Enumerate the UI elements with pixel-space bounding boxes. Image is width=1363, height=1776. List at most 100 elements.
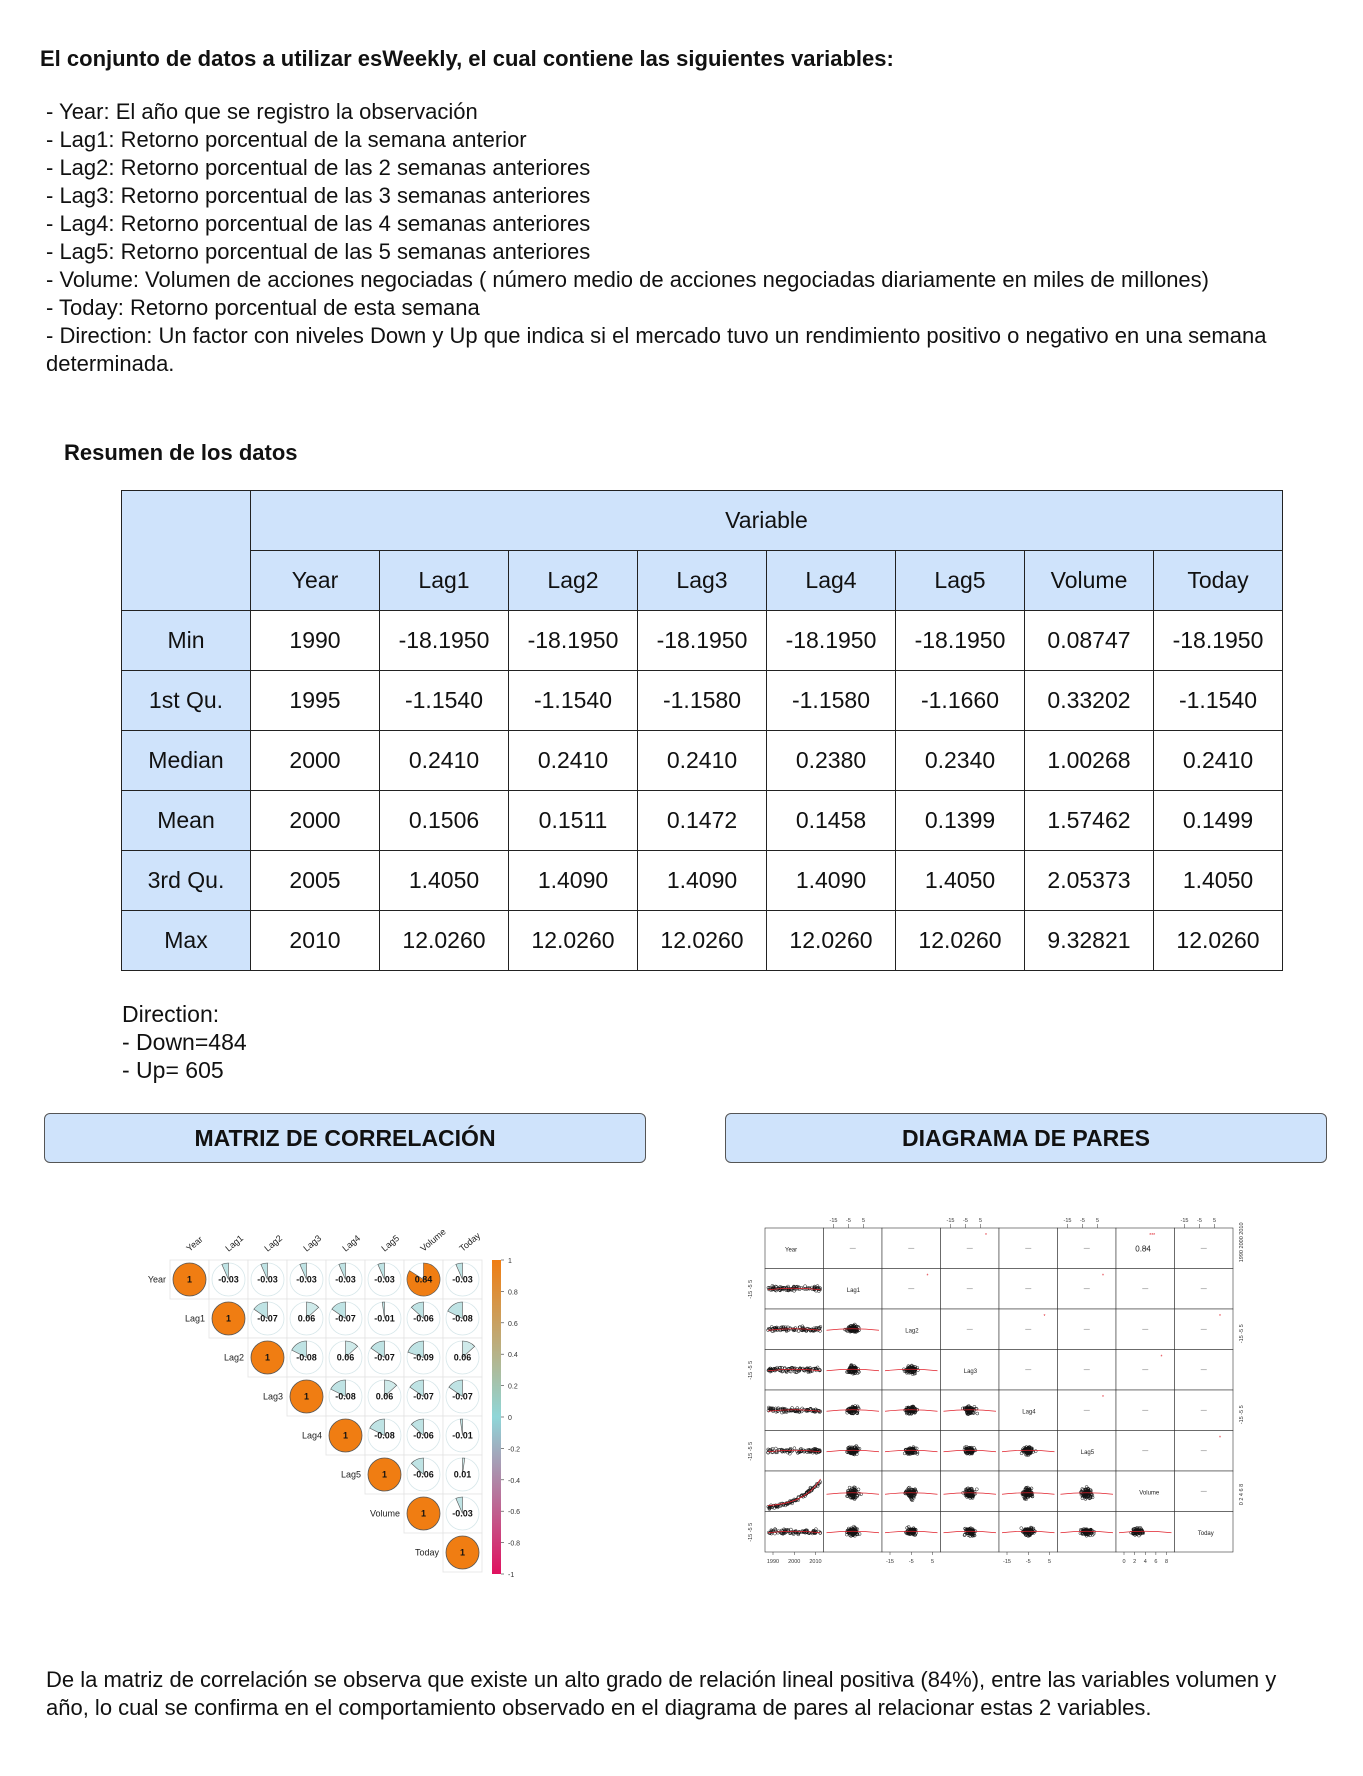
corr-row-label: Year: [148, 1275, 166, 1285]
corr-pie: [384, 1379, 398, 1398]
pairs-point: [768, 1448, 772, 1453]
table-cell: 12.0260: [508, 910, 638, 971]
pairs-point: [847, 1485, 852, 1490]
pairs-point: [1027, 1488, 1031, 1493]
table-cell: 1.4050: [1153, 850, 1283, 911]
pairs-point: [971, 1533, 976, 1537]
pairs-left-tick: -15 -5 5: [748, 1523, 754, 1542]
table-cell: 0.1506: [379, 790, 509, 851]
corr-pie: [455, 1496, 463, 1514]
table-cell: 2005: [250, 850, 380, 911]
pairs-panel: *: [998, 1308, 1058, 1350]
corr-value-label: 1: [304, 1392, 309, 1402]
pairs-panel: [998, 1511, 1058, 1553]
corr-pie: [409, 1379, 424, 1398]
pairs-point: [1135, 1530, 1140, 1534]
pairs-point: [1083, 1487, 1088, 1492]
pairs-point: [856, 1406, 860, 1410]
pairs-panel: [764, 1308, 824, 1350]
pairs-point: [1080, 1492, 1085, 1496]
pairs-point: [781, 1407, 785, 1412]
pairs-smoother: [884, 1409, 938, 1412]
corr-pie: [462, 1457, 466, 1475]
pairs-point: [817, 1368, 822, 1372]
variable-item: - Volume: Volumen de acciones negociadas…: [46, 267, 1209, 292]
pairs-panel: *: [1174, 1308, 1234, 1350]
pairs-point: [963, 1450, 968, 1455]
corr-col-label: Today: [457, 1230, 482, 1253]
corr-value-label: -0.07: [413, 1392, 434, 1402]
pairs-panel: [881, 1227, 941, 1269]
corr-row-label: Today: [415, 1548, 440, 1558]
corr-col-label: Lag5: [379, 1233, 401, 1254]
column-header-lag4: Lag4: [766, 550, 896, 611]
table-cell: -1.1540: [379, 670, 509, 731]
pairs-panel: [1057, 1308, 1117, 1350]
pairs-point: [813, 1529, 817, 1533]
table-row: Mean 2000 0.1506 0.1511 0.1472 0.1458 0.1399 1.…: [121, 790, 1283, 851]
pairs-point: [806, 1450, 811, 1454]
corr-row-label: Lag5: [341, 1470, 361, 1480]
table-cell: -18.1950: [895, 610, 1025, 671]
table-cell: 0.1499: [1153, 790, 1283, 851]
pairs-panel: [823, 1389, 883, 1431]
corr-value-label: -0.03: [335, 1275, 356, 1285]
table-cell: 1.4050: [379, 850, 509, 911]
pairs-point: [769, 1406, 773, 1410]
pairs-point: [850, 1405, 855, 1409]
pairs-point: [1033, 1449, 1038, 1453]
pairs-panel: [823, 1470, 883, 1512]
corr-colorbar-label: 0.8: [508, 1289, 518, 1296]
pairs-point: [1088, 1488, 1093, 1492]
pairs-panel: [764, 1470, 824, 1512]
pairs-panel: [823, 1349, 883, 1391]
pairs-point: [773, 1529, 778, 1533]
corr-col-label: Lag3: [301, 1233, 323, 1254]
table-cell: 1.4090: [766, 850, 896, 911]
conclusion-text: De la matriz de correlación se observa q…: [46, 1667, 1277, 1720]
pairs-point: [963, 1526, 968, 1531]
pairs-point: [857, 1491, 862, 1496]
pairs-panel: [1174, 1389, 1234, 1431]
pairs-panel: [1057, 1227, 1117, 1269]
corr-pie: [172, 1262, 207, 1297]
table-cell: -18.1950: [1153, 610, 1283, 671]
pairs-panel: *: [1057, 1389, 1117, 1431]
pairs-point: [795, 1449, 799, 1453]
pairs-point: [793, 1326, 798, 1330]
corr-value-label: -0.06: [413, 1314, 434, 1324]
pairs-point: [908, 1449, 912, 1454]
corr-pie: [299, 1262, 307, 1280]
pairs-point: [905, 1450, 909, 1455]
pairs-bottom-tick: 5: [931, 1559, 934, 1565]
pairs-top-tick: -15: [947, 1218, 955, 1224]
corr-colorbar-label: 0: [508, 1415, 512, 1422]
pairs-bottom-tick: -5: [909, 1559, 914, 1565]
corr-pie: [260, 1262, 268, 1280]
intro-heading-part2: Weekly, el cual contiene las siguientes …: [382, 46, 894, 71]
table-row: Max 2010 12.0260 12.0260 12.0260 12.0260 12.02…: [121, 910, 1283, 971]
corr-row-label: Lag1: [185, 1314, 205, 1324]
pairs-point: [849, 1369, 853, 1373]
corr-pie: [306, 1301, 320, 1320]
pairs-point: [790, 1408, 794, 1413]
pairs-point: [768, 1505, 772, 1510]
table-cell: 1995: [250, 670, 380, 731]
pairs-panel: [1174, 1268, 1234, 1310]
corr-pie: [211, 1301, 246, 1336]
pairs-point: [805, 1326, 809, 1331]
table-cell: 9.32821: [1024, 910, 1154, 971]
pairs-point: [910, 1366, 915, 1371]
table-row: Median 2000 0.2410 0.2410 0.2410 0.2380 0.2340…: [121, 730, 1283, 791]
pairs-point: [970, 1487, 974, 1492]
pairs-panel-frame: [940, 1470, 1000, 1512]
table-cell: 12.0260: [895, 910, 1025, 971]
pairs-smoother: [943, 1409, 997, 1412]
pairs-point: [848, 1329, 853, 1333]
pairs-point: [854, 1328, 859, 1332]
variable-item: - Lag4: Retorno porcentual de las 4 sema…: [46, 211, 591, 236]
pairs-point: [770, 1327, 775, 1331]
pairs-point: [798, 1449, 803, 1453]
pairs-point: [854, 1489, 859, 1494]
pairs-point: [1027, 1487, 1032, 1491]
